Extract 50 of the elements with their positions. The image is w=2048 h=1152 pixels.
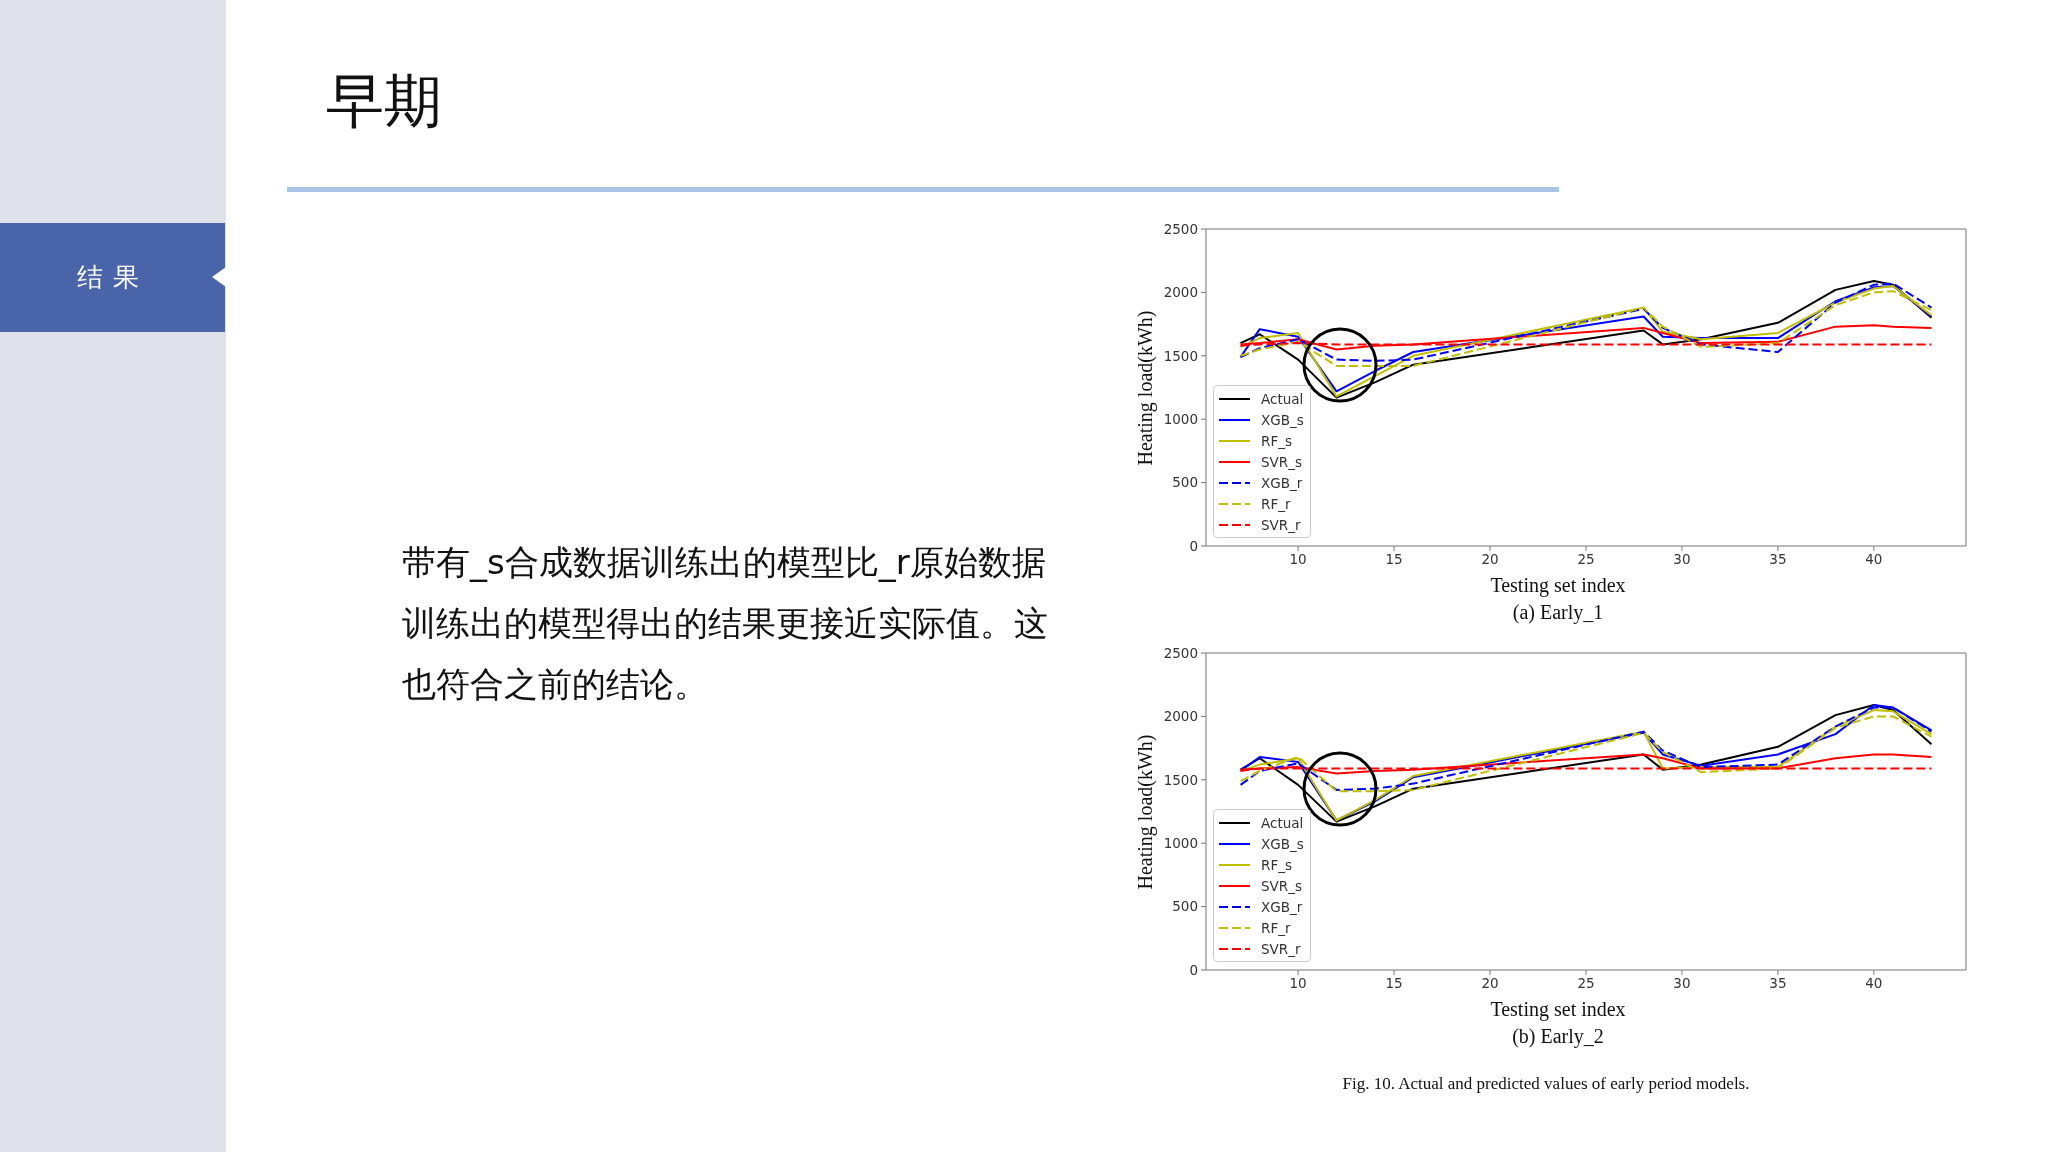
legend-label: XGB_r [1261, 898, 1303, 915]
legend-label: SVR_r [1261, 940, 1301, 957]
y-tick-label: 2000 [1163, 708, 1198, 725]
y-tick-label: 1000 [1163, 834, 1198, 851]
legend-label: Actual [1261, 390, 1304, 407]
y-tick-label: 1000 [1163, 410, 1198, 427]
x-tick-label: 30 [1673, 550, 1691, 567]
legend-label: SVR_r [1261, 516, 1301, 533]
y-tick-label: 500 [1172, 898, 1198, 915]
legend-label: RF_r [1261, 919, 1291, 936]
y-tick-label: 0 [1189, 961, 1198, 978]
x-tick-label: 15 [1385, 974, 1403, 991]
y-tick-label: 2500 [1163, 220, 1198, 237]
x-tick-label: 35 [1769, 550, 1787, 567]
text: 带有_s合成数据训练出的模型比_r原始数据训练出的模型得出的结果更接近实际值。这也符合之前的结论。 [402, 541, 1049, 706]
y-tick-label: 1500 [1163, 771, 1198, 788]
x-axis-title: Testing set index [1490, 573, 1626, 597]
legend-label: Actual [1261, 814, 1304, 831]
y-axis-title: Heating load(kWh) [1133, 310, 1157, 465]
y-tick-label: 0 [1189, 537, 1198, 554]
legend-label: SVR_s [1261, 877, 1302, 894]
x-tick-label: 20 [1481, 550, 1499, 567]
legend-label: SVR_s [1261, 453, 1302, 470]
x-tick-label: 30 [1673, 974, 1691, 991]
legend-label: XGB_s [1261, 411, 1304, 428]
y-tick-label: 500 [1172, 474, 1198, 491]
y-tick-label: 2000 [1163, 284, 1198, 301]
x-tick-label: 40 [1865, 974, 1883, 991]
y-axis-title: Heating load(kWh) [1133, 734, 1157, 889]
x-tick-label: 35 [1769, 974, 1787, 991]
text: (b) Early_2 [1512, 1024, 1604, 1048]
text: 早期 [326, 67, 442, 135]
caption: Fig. 10. Actual and predicted values of early period models. [1342, 1074, 1750, 1094]
text: 结果 [76, 260, 149, 294]
x-tick-label: 40 [1865, 550, 1883, 567]
x-tick-label: 25 [1577, 974, 1595, 991]
y-tick-label: 1500 [1163, 347, 1198, 364]
legend-label: XGB_s [1261, 835, 1304, 852]
x-tick-label: 10 [1289, 974, 1307, 991]
x-tick-label: 25 [1577, 550, 1595, 567]
y-tick-label: 2500 [1163, 644, 1198, 661]
legend-label: RF_s [1261, 856, 1292, 873]
x-axis-title: Testing set index [1490, 997, 1626, 1021]
legend-label: RF_r [1261, 495, 1291, 512]
x-tick-label: 20 [1481, 974, 1499, 991]
text: (a) Early_1 [1512, 600, 1604, 624]
legend-label: XGB_r [1261, 474, 1303, 491]
x-tick-label: 10 [1289, 550, 1307, 567]
x-tick-label: 15 [1385, 550, 1403, 567]
legend-label: RF_s [1261, 432, 1292, 449]
